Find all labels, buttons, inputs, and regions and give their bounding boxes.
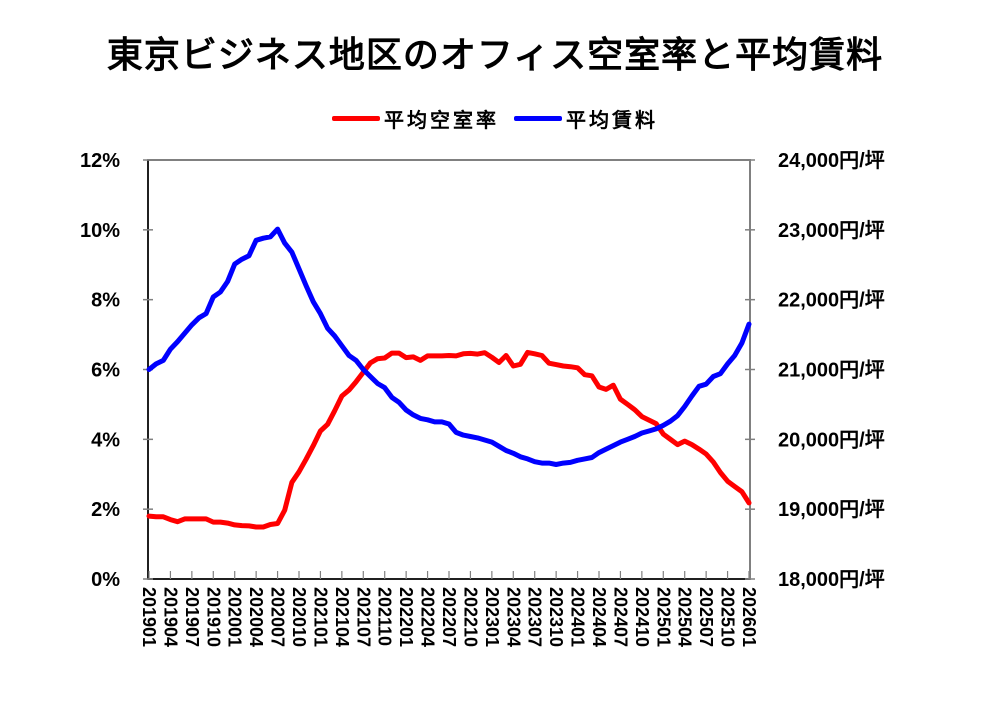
right-axis-tick-label: 19,000円/坪: [778, 498, 885, 521]
x-axis-tick-label: 202204: [418, 587, 438, 647]
x-axis-tick-label: 201904: [160, 587, 180, 647]
x-axis-tick-label: 202107: [353, 587, 373, 647]
x-axis-tick-label: 202310: [546, 587, 566, 647]
left-axis-tick-label: 0%: [91, 569, 120, 591]
legend-label-rent: 平均賃料: [565, 108, 658, 132]
left-axis-tick-label: 4%: [91, 429, 120, 451]
x-axis-tick-label: 202501: [653, 587, 673, 647]
right-axis-tick-label: 24,000円/坪: [778, 149, 885, 172]
x-axis-tick-label: 201901: [139, 587, 159, 647]
x-axis-tick-label: 202507: [696, 587, 716, 647]
x-axis-tick-label: 202407: [610, 587, 630, 647]
x-axis-tick-label: 202401: [568, 587, 588, 647]
x-axis-tick-label: 202410: [632, 587, 652, 647]
x-axis-tick-label: 201907: [182, 587, 202, 647]
x-axis-tick-label: 201910: [203, 587, 223, 647]
left-axis-tick-label: 12%: [80, 150, 120, 172]
x-axis-tick-label: 202304: [503, 587, 523, 647]
right-axis-tick-label: 20,000円/坪: [778, 428, 885, 451]
legend-swatch-rent: [513, 116, 562, 121]
legend-label-vacancy: 平均空室率: [384, 108, 500, 132]
x-axis-tick-label: 202404: [589, 587, 609, 647]
x-axis-tick-label: 202510: [718, 587, 738, 647]
left-axis-tick-label: 8%: [91, 290, 120, 312]
legend-item-rent: 平均賃料: [513, 104, 658, 133]
x-axis-tick-label: 202301: [482, 587, 502, 647]
legend-swatch-vacancy: [332, 116, 381, 121]
plot-area: [147, 159, 751, 580]
x-axis-tick-label: 202007: [268, 587, 288, 647]
x-axis-tick-label: 202004: [246, 587, 266, 647]
x-axis-tick-label: 202601: [739, 587, 759, 647]
left-axis-tick-label: 6%: [91, 360, 120, 382]
x-axis-tick-label: 202104: [332, 587, 352, 647]
x-axis-tick-label: 202101: [310, 587, 330, 647]
chart-title: 東京ビジネス地区のオフィス空室率と平均賃料: [106, 35, 884, 76]
x-axis-tick-label: 202307: [525, 587, 545, 647]
x-axis-tick-label: 202210: [460, 587, 480, 647]
x-axis-tick-label: 202504: [675, 587, 695, 647]
x-axis-tick-label: 202001: [225, 587, 245, 647]
right-axis-tick-label: 18,000円/坪: [778, 568, 885, 591]
right-axis-tick-label: 22,000円/坪: [778, 289, 885, 312]
x-axis-tick-label: 202201: [396, 587, 416, 647]
x-axis-tick-label: 202110: [375, 587, 395, 646]
x-axis-tick-label: 202207: [439, 587, 459, 647]
left-axis-tick-label: 10%: [80, 220, 120, 242]
left-axis-tick-label: 2%: [91, 499, 120, 521]
x-axis-tick-label: 202010: [289, 587, 309, 647]
legend: 平均空室率 平均賃料: [0, 102, 990, 133]
right-axis-tick-label: 23,000円/坪: [778, 219, 885, 242]
right-axis-tick-label: 21,000円/坪: [778, 359, 885, 382]
legend-item-vacancy: 平均空室率: [332, 104, 499, 133]
